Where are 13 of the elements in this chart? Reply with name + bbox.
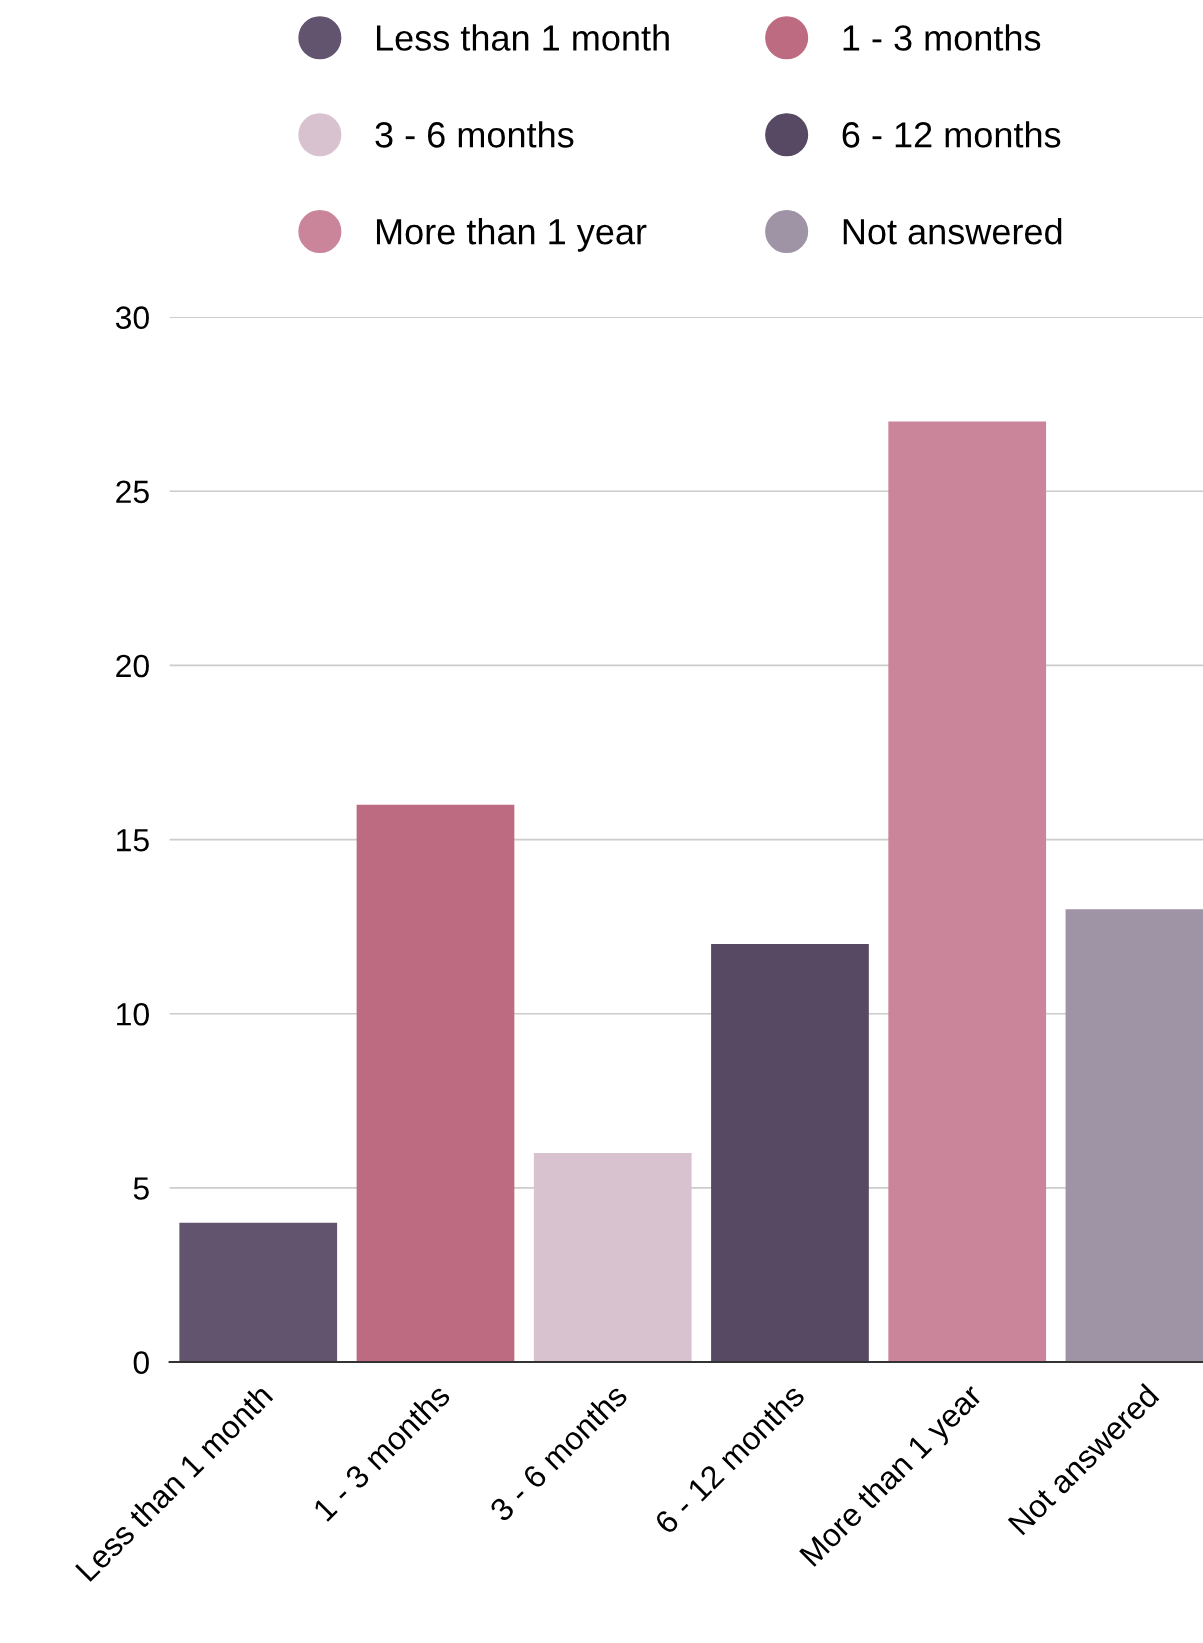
legend-label: Less than 1 month [376,24,669,51]
y-tick-label: 20 [116,654,149,678]
y-tick-label: 5 [133,1177,149,1200]
y-tick-label: 10 [117,1003,149,1026]
legend-label: 6 - 12 months [842,121,1061,148]
legend-label: 3 - 6 months [375,121,574,148]
legend-label: Not answered [843,218,1062,245]
legend-label: 1 - 3 months [843,24,1041,51]
y-tick-label: 15 [117,829,149,852]
y-tick-label: 0 [133,1351,149,1374]
y-tick-label: 25 [116,480,149,504]
y-tick-label: 30 [115,306,149,329]
legend-label: More than 1 year [376,218,647,252]
